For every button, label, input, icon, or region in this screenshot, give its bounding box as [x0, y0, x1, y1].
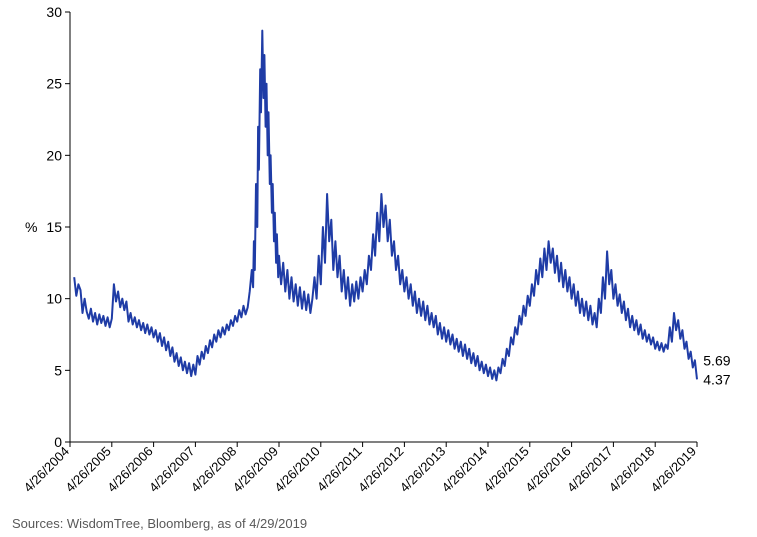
y-tick-label: 15: [46, 219, 62, 235]
y-tick-label: 10: [46, 291, 62, 307]
data-annotation: 5.69: [703, 352, 730, 368]
y-tick-label: 30: [46, 4, 62, 20]
source-note: Sources: WisdomTree, Bloomberg, as of 4/…: [12, 516, 307, 531]
chart-container: 051015202530%4/26/20044/26/20054/26/2006…: [0, 0, 757, 537]
y-axis-label: %: [25, 219, 37, 235]
y-tick-label: 25: [46, 76, 62, 92]
line-chart: 051015202530%4/26/20044/26/20054/26/2006…: [0, 0, 757, 537]
data-annotation: 4.37: [703, 371, 730, 387]
y-tick-label: 20: [46, 147, 62, 163]
y-tick-label: 5: [54, 362, 62, 378]
